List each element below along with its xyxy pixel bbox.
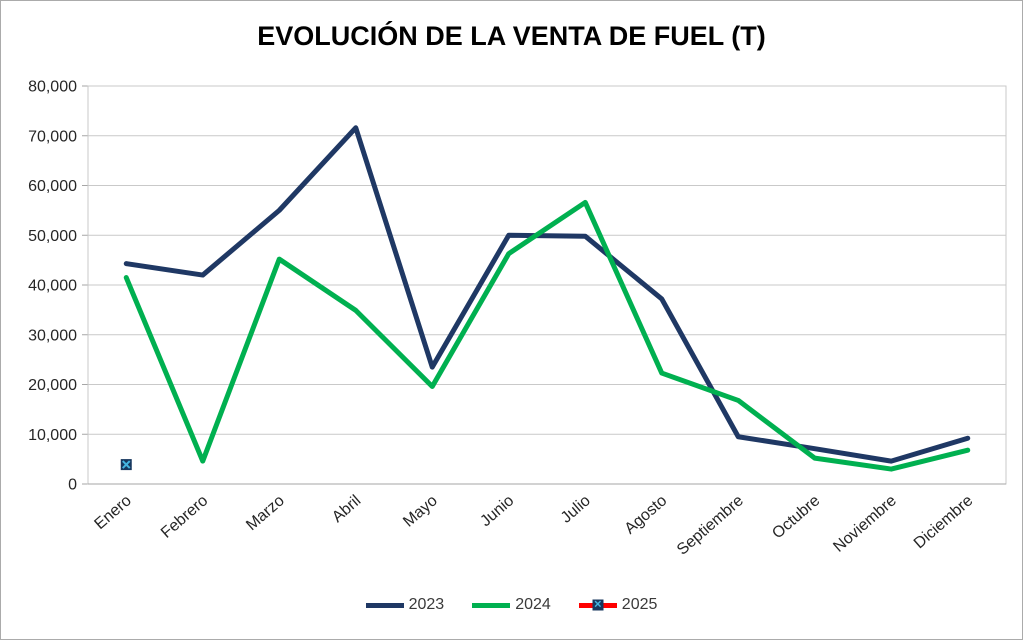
legend-swatch-2023 <box>365 602 404 608</box>
x-axis-label: Febrero <box>158 492 212 542</box>
x-axis-label: Agosto <box>622 492 671 538</box>
y-tick-label: 40,000 <box>28 278 77 295</box>
x-axis-label: Marzo <box>243 492 288 534</box>
x-axis-label: Junio <box>477 492 517 530</box>
legend-label-2023: 2023 <box>408 596 445 613</box>
legend-item-2025: ✕ 2025 <box>578 596 658 614</box>
y-tick-label: 60,000 <box>28 178 77 195</box>
legend-item-2023: 2023 <box>365 596 445 614</box>
y-tick-label: 80,000 <box>28 79 77 96</box>
series-line-2024 <box>123 199 971 472</box>
legend-item-2024: 2024 <box>472 596 551 614</box>
x-axis-label: Septiembre <box>674 492 747 559</box>
x-axis-label: Abril <box>329 492 364 526</box>
x-axis-label: Julio <box>558 492 594 526</box>
y-tick-label: 70,000 <box>28 128 77 145</box>
legend-label-2025: 2025 <box>621 596 658 613</box>
x-axis-label: Mayo <box>400 492 441 531</box>
y-tick-label: 50,000 <box>28 228 77 245</box>
legend: 2023 2024 ✕ 2025 <box>1 596 1022 614</box>
y-tick-label: 0 <box>68 477 77 494</box>
x-axis-label: Diciembre <box>911 492 977 552</box>
y-tick-label: 30,000 <box>28 327 77 344</box>
chart-title: EVOLUCIÓN DE LA VENTA DE FUEL (T) <box>257 21 766 51</box>
series-line-2023 <box>123 125 971 464</box>
x-axis-label: Noviembre <box>830 492 900 556</box>
x-marker-icon: ✕ <box>592 599 604 611</box>
x-axis-label: Octubre <box>769 492 823 542</box>
legend-swatch-2025: ✕ <box>578 599 617 611</box>
y-tick-label: 20,000 <box>28 377 77 394</box>
legend-swatch-2024 <box>472 602 511 608</box>
legend-label-2024: 2024 <box>515 596 551 613</box>
y-tick-label: 10,000 <box>28 427 77 444</box>
x-axis-label: Enero <box>91 492 134 533</box>
x-marker-stroke <box>122 460 131 469</box>
